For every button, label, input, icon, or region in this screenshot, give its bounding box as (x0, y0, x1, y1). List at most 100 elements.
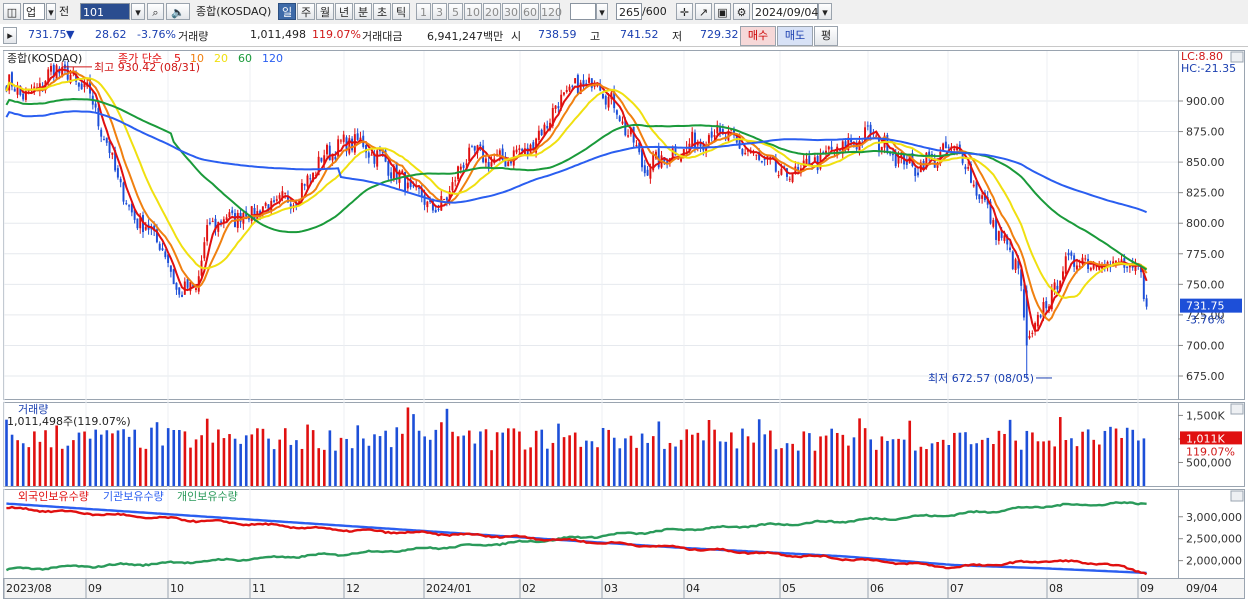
volume-bar (33, 431, 36, 486)
volume-bar (194, 439, 198, 486)
volume-bar (824, 435, 828, 486)
volume-bar (674, 446, 677, 486)
candle-body (320, 157, 323, 162)
candle-body (1011, 251, 1014, 269)
candle-body (694, 132, 696, 148)
market-select[interactable]: 업 (23, 3, 45, 20)
candle-body (356, 133, 359, 140)
interval-button-30[interactable]: 30 (502, 3, 520, 20)
code-input[interactable]: 101 (80, 3, 130, 20)
period-tab-4[interactable]: 분 (354, 3, 372, 20)
calendar-icon[interactable]: ▾ (818, 3, 832, 20)
candle-body (1098, 266, 1101, 270)
interval-button-3[interactable]: 3 (432, 3, 447, 20)
candle-body (105, 137, 108, 143)
x-axis-label: 04 (686, 582, 700, 595)
volume-bar (601, 427, 605, 486)
candle-body (426, 201, 429, 208)
volume-bar (914, 450, 917, 486)
interval-button-5[interactable]: 5 (448, 3, 463, 20)
volume-bar (886, 440, 889, 486)
candle-body (900, 152, 903, 158)
interval-button-10[interactable]: 10 (464, 3, 482, 20)
high-label: 고 (590, 30, 601, 43)
candle-body (1128, 264, 1131, 268)
volume-bar (189, 447, 192, 486)
period-tab-3[interactable]: 년 (335, 3, 353, 20)
volume-bar (925, 449, 928, 486)
volume-bar (841, 434, 845, 486)
interval-custom-input[interactable] (570, 3, 596, 20)
lc-label: LC:8.80 (1181, 50, 1223, 63)
candle-body (869, 124, 872, 135)
candle-body (607, 96, 610, 108)
candle-body (546, 125, 549, 129)
layout-icon[interactable]: ◫ (3, 3, 21, 20)
candle-body (183, 281, 186, 295)
candle-body (1000, 229, 1003, 238)
candle-body (342, 134, 345, 142)
trend-icon[interactable]: ↗ (695, 3, 712, 20)
count-input[interactable]: 265 (616, 3, 642, 20)
candle-body (1036, 314, 1039, 327)
settings-icon[interactable]: ⚙ (733, 3, 750, 20)
candle-body (365, 144, 367, 153)
period-tab-5[interactable]: 초 (373, 3, 391, 20)
price-chart-svg[interactable]: 900.00 875.00 850.00 825.00 800.00 775.00 750.… (0, 47, 1248, 601)
date-input[interactable]: 2024/09/04 (752, 3, 818, 20)
interval-button-1[interactable]: 1 (416, 3, 431, 20)
candle-body (844, 141, 847, 148)
market-dropdown-icon[interactable]: ▾ (46, 3, 56, 20)
save-icon[interactable]: ▣ (714, 3, 731, 20)
interval-button-60[interactable]: 60 (521, 3, 539, 20)
candle-body (150, 227, 153, 230)
volume-badge (1180, 431, 1242, 445)
candle-body (1084, 258, 1087, 260)
candle-body (746, 150, 749, 152)
candle-body (1070, 252, 1073, 256)
sell-button[interactable]: 매도 (777, 26, 813, 46)
buy-button[interactable]: 매수 (740, 26, 776, 46)
candle-body (69, 74, 72, 83)
code-dropdown-icon[interactable]: ▾ (131, 3, 145, 20)
candle-body (699, 141, 702, 147)
candle-body (1081, 257, 1084, 265)
candle-body (181, 294, 184, 297)
candle-body (22, 93, 25, 100)
volume-bar (222, 438, 226, 486)
volume-bar (707, 419, 711, 486)
candle-body (50, 65, 52, 72)
candle-body (334, 156, 337, 160)
interval-button-20[interactable]: 20 (483, 3, 501, 20)
volume-bar (947, 444, 951, 486)
candle-body (897, 156, 900, 164)
menu-icon[interactable]: ▸ (3, 27, 17, 44)
low-value: 729.32 (700, 28, 739, 41)
candle-body (891, 153, 894, 156)
candle-body (376, 150, 379, 167)
volume-bar (847, 445, 850, 486)
candle-body (431, 200, 434, 211)
period-tab-2[interactable]: 월 (316, 3, 334, 20)
volume-bar (852, 437, 856, 486)
crosshair-icon[interactable]: ✛ (676, 3, 693, 20)
volume-bar (1081, 431, 1084, 486)
interval-button-120[interactable]: 120 (540, 3, 562, 20)
chart-area[interactable]: 900.00 875.00 850.00 825.00 800.00 775.00 750.… (0, 47, 1248, 601)
search-icon[interactable]: ⌕ (147, 3, 164, 20)
candle-body (1056, 285, 1059, 290)
volume-bar (953, 432, 956, 486)
speaker-icon[interactable]: 🔈 (166, 3, 190, 20)
volume-bar (908, 420, 912, 486)
volume-bar (1114, 428, 1118, 486)
period-tab-1[interactable]: 주 (297, 3, 315, 20)
period-tab-6[interactable]: 틱 (392, 3, 410, 20)
price-tick-label: 875.00 (1186, 126, 1225, 139)
eval-button[interactable]: 평 (814, 26, 838, 46)
volume-bar (930, 443, 934, 486)
candle-body (571, 85, 574, 87)
x-axis-label: 05 (782, 582, 796, 595)
interval-dropdown-icon[interactable]: ▾ (596, 3, 608, 20)
period-tab-0[interactable]: 일 (278, 3, 296, 20)
candle-body (972, 184, 975, 187)
